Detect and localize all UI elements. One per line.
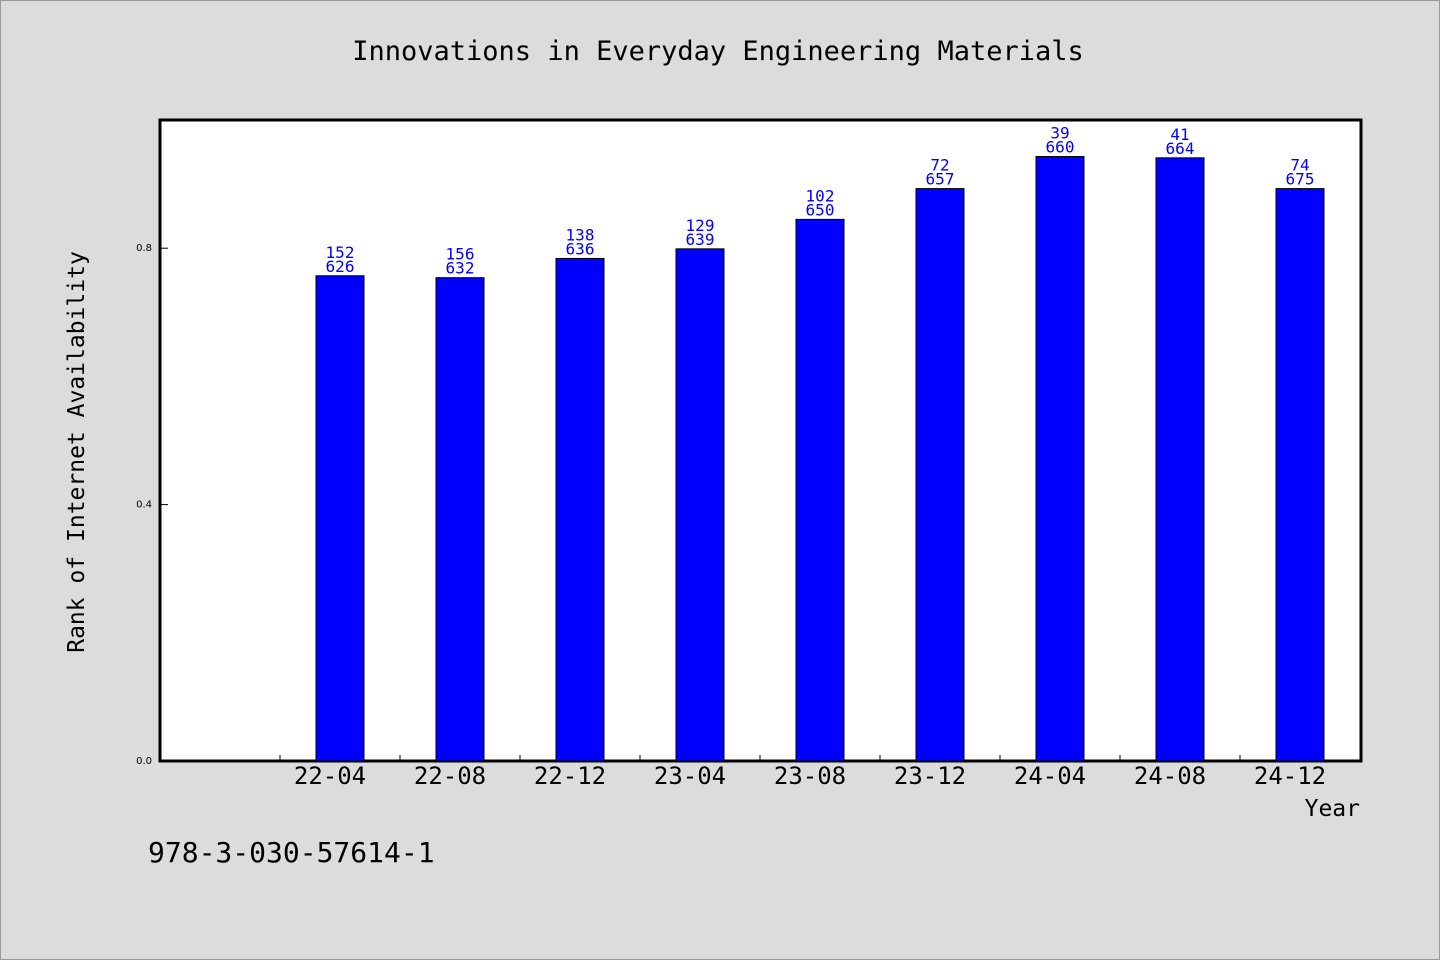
x-axis-label: Year <box>1305 796 1360 822</box>
bar-22-04 <box>315 275 365 762</box>
isbn-footer: 978-3-030-57614-1 <box>148 836 435 869</box>
x-tick-label-24-04: 24-04 <box>1014 762 1086 790</box>
bar-label-24-04: 660 <box>1046 138 1075 157</box>
bar-23-04 <box>675 248 725 762</box>
bars-layer <box>315 156 1325 762</box>
y-axis-label: Rank of Internet Availability <box>64 251 90 653</box>
x-tick-label-22-12: 22-12 <box>534 762 606 790</box>
bar-24-12 <box>1275 188 1325 762</box>
bar-label-22-08: 156 <box>446 245 475 264</box>
chart-title: Innovations in Everyday Engineering Mate… <box>352 36 1084 67</box>
bar-label-22-04: 626 <box>326 257 355 276</box>
bar-label-23-04: 639 <box>686 230 715 249</box>
bar-label-22-12: 636 <box>566 239 595 258</box>
bar-label-24-08: 664 <box>1166 139 1195 158</box>
y-tick-label: 0.4 <box>136 500 152 511</box>
bar-22-08 <box>435 277 485 762</box>
x-tick-label-22-08: 22-08 <box>414 762 486 790</box>
bar-label-22-04: 152 <box>326 243 355 262</box>
x-tick-label-23-04: 23-04 <box>654 762 726 790</box>
bar-label-24-12: 675 <box>1286 170 1315 189</box>
y-axis-ticks: 0.0 0.4 0.8 <box>136 243 168 767</box>
bar-label-22-12: 138 <box>566 225 595 244</box>
bar-24-04 <box>1035 156 1085 762</box>
x-tick-label-23-08: 23-08 <box>774 762 846 790</box>
bar-22-12 <box>555 257 605 762</box>
x-tick-label-23-12: 23-12 <box>894 762 966 790</box>
bar-label-23-08: 650 <box>806 200 835 219</box>
bar-24-08 <box>1155 157 1205 762</box>
bar-label-23-12: 72 <box>930 156 949 175</box>
bar-23-08 <box>795 218 845 762</box>
x-axis-ticks: 22-04 22-08 22-12 23-04 23-08 23-12 24-04 24-08… <box>279 755 1361 790</box>
x-tick-label-24-08: 24-08 <box>1134 762 1206 790</box>
bar-label-24-04: 39 <box>1050 124 1069 143</box>
bar-label-23-04: 129 <box>686 216 715 235</box>
x-tick-label-22-04: 22-04 <box>294 762 366 790</box>
bar-label-23-12: 657 <box>926 170 955 189</box>
x-tick-label-24-12: 24-12 <box>1254 762 1326 790</box>
bar-23-12 <box>915 188 965 762</box>
y-tick-label: 0.8 <box>136 243 152 254</box>
bar-label-24-08: 41 <box>1170 125 1189 144</box>
y-tick-label: 0.0 <box>136 756 152 767</box>
bar-label-22-08: 632 <box>446 259 475 278</box>
bar-label-24-12: 74 <box>1290 156 1309 175</box>
bar-label-23-08: 102 <box>806 186 835 205</box>
